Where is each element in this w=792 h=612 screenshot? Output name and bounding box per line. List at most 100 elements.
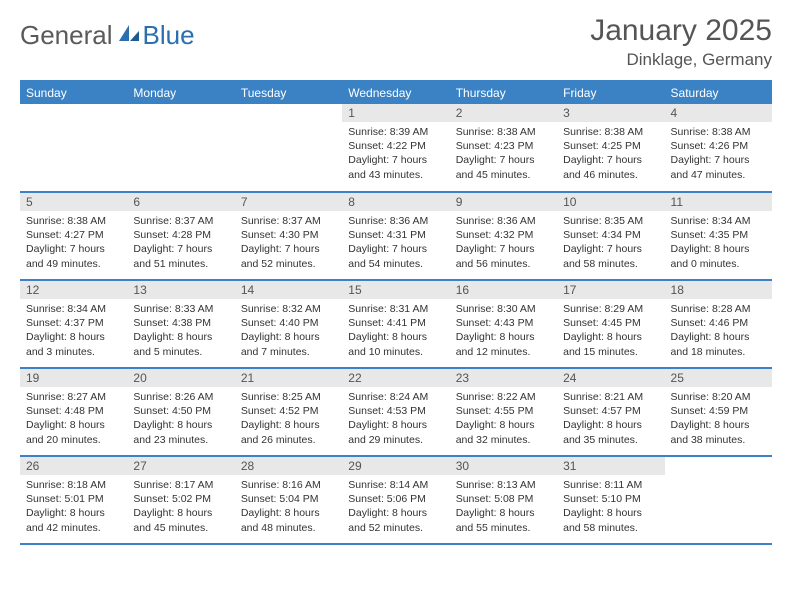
calendar-week-row: 19Sunrise: 8:27 AMSunset: 4:48 PMDayligh…	[20, 368, 772, 456]
daylight-text: Daylight: 8 hours and 26 minutes.	[241, 418, 336, 446]
sunrise-text: Sunrise: 8:28 AM	[671, 302, 766, 316]
sunrise-text: Sunrise: 8:27 AM	[26, 390, 121, 404]
sunrise-text: Sunrise: 8:34 AM	[671, 214, 766, 228]
sunset-text: Sunset: 4:30 PM	[241, 228, 336, 242]
calendar-day-cell: 2Sunrise: 8:38 AMSunset: 4:23 PMDaylight…	[450, 104, 557, 192]
month-title: January 2025	[590, 14, 772, 48]
sunset-text: Sunset: 4:50 PM	[133, 404, 228, 418]
sunset-text: Sunset: 4:35 PM	[671, 228, 766, 242]
sunset-text: Sunset: 4:45 PM	[563, 316, 658, 330]
calendar-day-cell	[235, 104, 342, 192]
sunrise-text: Sunrise: 8:21 AM	[563, 390, 658, 404]
day-data: Sunrise: 8:20 AMSunset: 4:59 PMDaylight:…	[665, 387, 772, 451]
calendar-day-cell: 12Sunrise: 8:34 AMSunset: 4:37 PMDayligh…	[20, 280, 127, 368]
daylight-text: Daylight: 8 hours and 52 minutes.	[348, 506, 443, 534]
sunrise-text: Sunrise: 8:39 AM	[348, 125, 443, 139]
calendar-day-cell: 29Sunrise: 8:14 AMSunset: 5:06 PMDayligh…	[342, 456, 449, 544]
calendar-day-cell: 26Sunrise: 8:18 AMSunset: 5:01 PMDayligh…	[20, 456, 127, 544]
day-number: 16	[450, 281, 557, 299]
sunset-text: Sunset: 5:01 PM	[26, 492, 121, 506]
sunset-text: Sunset: 4:37 PM	[26, 316, 121, 330]
day-number: 4	[665, 104, 772, 122]
day-data: Sunrise: 8:39 AMSunset: 4:22 PMDaylight:…	[342, 122, 449, 186]
sunset-text: Sunset: 4:22 PM	[348, 139, 443, 153]
daylight-text: Daylight: 8 hours and 0 minutes.	[671, 242, 766, 270]
sail-icon	[117, 23, 141, 43]
day-number: 28	[235, 457, 342, 475]
day-number: 1	[342, 104, 449, 122]
sunset-text: Sunset: 5:04 PM	[241, 492, 336, 506]
sunrise-text: Sunrise: 8:16 AM	[241, 478, 336, 492]
day-number: 5	[20, 193, 127, 211]
daylight-text: Daylight: 7 hours and 46 minutes.	[563, 153, 658, 181]
day-number	[665, 457, 772, 461]
logo: General Blue	[20, 14, 195, 51]
sunrise-text: Sunrise: 8:38 AM	[456, 125, 551, 139]
day-header: Wednesday	[342, 82, 449, 104]
day-number: 15	[342, 281, 449, 299]
day-number: 18	[665, 281, 772, 299]
sunset-text: Sunset: 4:28 PM	[133, 228, 228, 242]
calendar-day-cell: 7Sunrise: 8:37 AMSunset: 4:30 PMDaylight…	[235, 192, 342, 280]
day-header: Monday	[127, 82, 234, 104]
day-number: 20	[127, 369, 234, 387]
calendar-day-cell: 18Sunrise: 8:28 AMSunset: 4:46 PMDayligh…	[665, 280, 772, 368]
calendar-day-cell: 5Sunrise: 8:38 AMSunset: 4:27 PMDaylight…	[20, 192, 127, 280]
day-header-row: Sunday Monday Tuesday Wednesday Thursday…	[20, 82, 772, 104]
calendar-day-cell: 19Sunrise: 8:27 AMSunset: 4:48 PMDayligh…	[20, 368, 127, 456]
sunset-text: Sunset: 4:57 PM	[563, 404, 658, 418]
calendar-day-cell	[665, 456, 772, 544]
calendar-day-cell: 25Sunrise: 8:20 AMSunset: 4:59 PMDayligh…	[665, 368, 772, 456]
day-data: Sunrise: 8:31 AMSunset: 4:41 PMDaylight:…	[342, 299, 449, 363]
day-header: Friday	[557, 82, 664, 104]
day-data: Sunrise: 8:14 AMSunset: 5:06 PMDaylight:…	[342, 475, 449, 539]
calendar-day-cell: 22Sunrise: 8:24 AMSunset: 4:53 PMDayligh…	[342, 368, 449, 456]
calendar-day-cell: 30Sunrise: 8:13 AMSunset: 5:08 PMDayligh…	[450, 456, 557, 544]
daylight-text: Daylight: 8 hours and 55 minutes.	[456, 506, 551, 534]
calendar-day-cell: 16Sunrise: 8:30 AMSunset: 4:43 PMDayligh…	[450, 280, 557, 368]
sunrise-text: Sunrise: 8:11 AM	[563, 478, 658, 492]
sunset-text: Sunset: 4:23 PM	[456, 139, 551, 153]
sunset-text: Sunset: 5:06 PM	[348, 492, 443, 506]
day-number: 29	[342, 457, 449, 475]
day-data: Sunrise: 8:18 AMSunset: 5:01 PMDaylight:…	[20, 475, 127, 539]
calendar-day-cell: 14Sunrise: 8:32 AMSunset: 4:40 PMDayligh…	[235, 280, 342, 368]
day-data: Sunrise: 8:36 AMSunset: 4:32 PMDaylight:…	[450, 211, 557, 275]
sunrise-text: Sunrise: 8:17 AM	[133, 478, 228, 492]
daylight-text: Daylight: 8 hours and 3 minutes.	[26, 330, 121, 358]
day-data: Sunrise: 8:35 AMSunset: 4:34 PMDaylight:…	[557, 211, 664, 275]
daylight-text: Daylight: 7 hours and 54 minutes.	[348, 242, 443, 270]
daylight-text: Daylight: 8 hours and 32 minutes.	[456, 418, 551, 446]
sunrise-text: Sunrise: 8:31 AM	[348, 302, 443, 316]
calendar-day-cell	[127, 104, 234, 192]
calendar-table: Sunday Monday Tuesday Wednesday Thursday…	[20, 82, 772, 545]
day-data: Sunrise: 8:37 AMSunset: 4:30 PMDaylight:…	[235, 211, 342, 275]
sunset-text: Sunset: 4:55 PM	[456, 404, 551, 418]
calendar-day-cell: 3Sunrise: 8:38 AMSunset: 4:25 PMDaylight…	[557, 104, 664, 192]
daylight-text: Daylight: 7 hours and 49 minutes.	[26, 242, 121, 270]
sunrise-text: Sunrise: 8:36 AM	[348, 214, 443, 228]
sunset-text: Sunset: 5:08 PM	[456, 492, 551, 506]
sunrise-text: Sunrise: 8:38 AM	[563, 125, 658, 139]
day-data: Sunrise: 8:13 AMSunset: 5:08 PMDaylight:…	[450, 475, 557, 539]
day-data: Sunrise: 8:32 AMSunset: 4:40 PMDaylight:…	[235, 299, 342, 363]
day-number: 24	[557, 369, 664, 387]
daylight-text: Daylight: 8 hours and 23 minutes.	[133, 418, 228, 446]
day-header: Sunday	[20, 82, 127, 104]
day-number: 31	[557, 457, 664, 475]
sunrise-text: Sunrise: 8:18 AM	[26, 478, 121, 492]
sunrise-text: Sunrise: 8:38 AM	[671, 125, 766, 139]
day-data: Sunrise: 8:34 AMSunset: 4:37 PMDaylight:…	[20, 299, 127, 363]
day-number: 30	[450, 457, 557, 475]
day-number: 12	[20, 281, 127, 299]
daylight-text: Daylight: 8 hours and 35 minutes.	[563, 418, 658, 446]
day-number: 2	[450, 104, 557, 122]
day-number: 27	[127, 457, 234, 475]
day-number	[235, 104, 342, 108]
sunset-text: Sunset: 4:31 PM	[348, 228, 443, 242]
calendar-day-cell: 6Sunrise: 8:37 AMSunset: 4:28 PMDaylight…	[127, 192, 234, 280]
day-data: Sunrise: 8:21 AMSunset: 4:57 PMDaylight:…	[557, 387, 664, 451]
sunset-text: Sunset: 4:27 PM	[26, 228, 121, 242]
sunrise-text: Sunrise: 8:37 AM	[241, 214, 336, 228]
calendar-week-row: 26Sunrise: 8:18 AMSunset: 5:01 PMDayligh…	[20, 456, 772, 544]
